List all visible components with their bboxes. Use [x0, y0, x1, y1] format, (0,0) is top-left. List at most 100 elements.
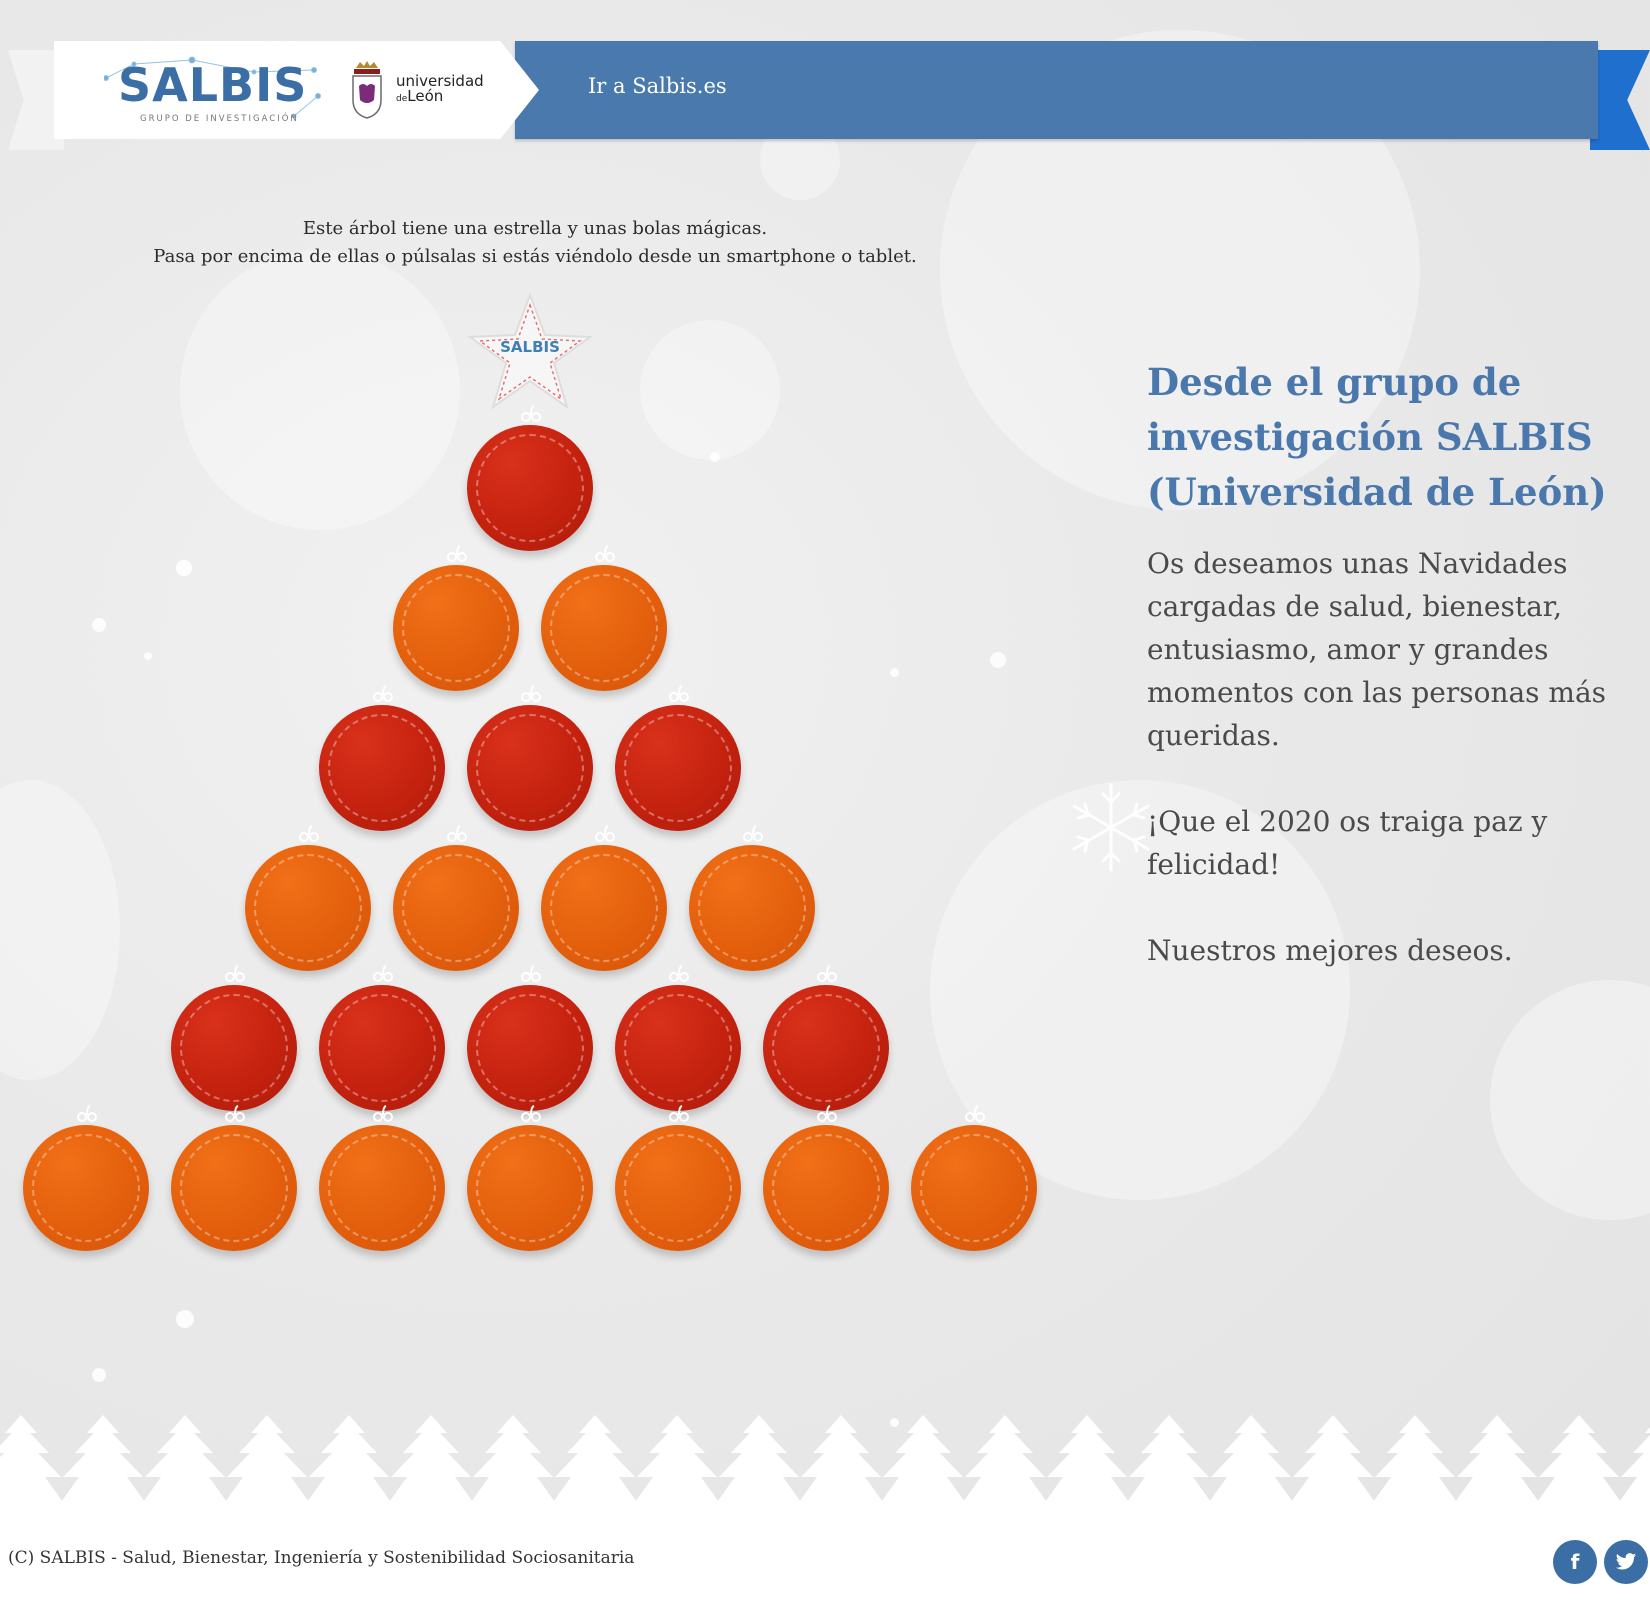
tree-silhouette: [551, 1415, 639, 1505]
ornament-red: [467, 985, 593, 1111]
ornament-hook-icon: [299, 825, 319, 842]
ornament-hook-icon: [373, 685, 393, 702]
ornament-red: [467, 425, 593, 551]
tree-silhouette: [1207, 1415, 1295, 1505]
ornament-orange: [393, 845, 519, 971]
salbis-site-link[interactable]: Ir a Salbis.es: [588, 74, 727, 98]
logo-panel: [54, 41, 539, 139]
ornament-orange: [23, 1125, 149, 1251]
ornament-orange: [393, 565, 519, 691]
ornament-ball[interactable]: [313, 685, 453, 837]
ornament-ball[interactable]: [535, 825, 675, 977]
ornament-ball[interactable]: [387, 825, 527, 977]
snow-dot: [176, 1310, 194, 1328]
salbis-logo[interactable]: SALBIS GRUPO DE INVESTIGACIÓN: [104, 56, 324, 128]
ornament-ball[interactable]: [313, 965, 453, 1117]
ornament-hook-icon: [965, 1105, 985, 1122]
ornament-ball[interactable]: [683, 825, 823, 977]
facebook-icon: f: [1570, 1550, 1580, 1574]
ornament-ball[interactable]: [757, 1105, 897, 1257]
ornament-orange: [911, 1125, 1037, 1251]
tree-star[interactable]: SALBIS: [466, 292, 594, 411]
university-logo[interactable]: universidad deLeón: [350, 58, 490, 124]
ornament-orange: [689, 845, 815, 971]
twitter-icon: [1615, 1553, 1637, 1570]
ornament-hook-icon: [743, 825, 763, 842]
twitter-button[interactable]: [1604, 1540, 1648, 1584]
tree-silhouette: [1371, 1415, 1459, 1505]
ornament-hook-icon: [521, 965, 541, 982]
ornament-ball[interactable]: [461, 685, 601, 837]
tree-silhouette: [879, 1415, 967, 1505]
ornament-hook-icon: [447, 825, 467, 842]
ornament-hook-icon: [225, 1105, 245, 1122]
ornament-orange: [319, 1125, 445, 1251]
ornament-hook-icon: [521, 405, 541, 422]
tree-silhouette: [223, 1415, 311, 1505]
tree-silhouette: [59, 1415, 147, 1505]
ornament-hook-icon: [669, 965, 689, 982]
footer: [0, 1505, 1650, 1618]
ornament-hook-icon: [225, 965, 245, 982]
intro-line-2: Pasa por encima de ellas o púlsalas si e…: [153, 246, 917, 267]
tree-silhouette: [469, 1415, 557, 1505]
university-crest-icon: [352, 61, 382, 119]
ornament-hook-icon: [521, 1105, 541, 1122]
university-line1: universidad: [396, 72, 484, 90]
ornament-ball[interactable]: [461, 1105, 601, 1257]
ornament-ball[interactable]: [387, 545, 527, 697]
ornament-hook-icon: [669, 685, 689, 702]
ornament-hook-icon: [817, 1105, 837, 1122]
tree-silhouette: [633, 1415, 721, 1505]
ornament-ball[interactable]: [609, 1105, 749, 1257]
ornament-ball[interactable]: [609, 685, 749, 837]
star-icon: [467, 292, 593, 410]
tree-silhouette: [1535, 1415, 1623, 1505]
ornament-tree: [17, 405, 1045, 1257]
ornament-ball[interactable]: [757, 965, 897, 1117]
ornament-ball[interactable]: [165, 1105, 305, 1257]
footer-copyright: (C) SALBIS - Salud, Bienestar, Ingenierí…: [8, 1548, 635, 1568]
ornament-ball[interactable]: [461, 405, 601, 557]
ornament-red: [763, 985, 889, 1111]
tree-silhouette: [305, 1415, 393, 1505]
ornament-orange: [615, 1125, 741, 1251]
ornament-ball[interactable]: [535, 545, 675, 697]
university-prefix: de: [396, 94, 408, 104]
ornament-red: [319, 985, 445, 1111]
ornament-hook-icon: [373, 965, 393, 982]
ornament-orange: [763, 1125, 889, 1251]
facebook-button[interactable]: f: [1553, 1540, 1597, 1584]
ornament-orange: [467, 1125, 593, 1251]
greeting-paragraph-2: ¡Que el 2020 os traiga paz y felicidad!: [1147, 805, 1548, 881]
ornament-orange: [171, 1125, 297, 1251]
ornament-red: [467, 705, 593, 831]
university-name: universidad deLeón: [396, 74, 484, 107]
tree-silhouette: [715, 1415, 803, 1505]
background-bokeh: [1490, 980, 1650, 1220]
tree-silhouettes: [0, 1415, 1650, 1505]
greeting-paragraph-3: Nuestros mejores deseos.: [1147, 934, 1513, 967]
tree-silhouette: [1043, 1415, 1131, 1505]
tree-silhouette: [961, 1415, 1049, 1505]
ornament-red: [615, 985, 741, 1111]
tree-silhouette: [1125, 1415, 1213, 1505]
greeting-paragraph-1: Os deseamos unas Navidades cargadas de s…: [1147, 547, 1607, 752]
ornament-hook-icon: [595, 545, 615, 562]
ornament-ball[interactable]: [313, 1105, 453, 1257]
ornament-hook-icon: [521, 685, 541, 702]
ornament-ball[interactable]: [609, 965, 749, 1117]
ornament-ball[interactable]: [239, 825, 379, 977]
ornament-ball[interactable]: [165, 965, 305, 1117]
greeting-heading: Desde el grupo de investigación SALBIS (…: [1147, 360, 1607, 514]
ornament-ball[interactable]: [905, 1105, 1045, 1257]
ornament-ball[interactable]: [17, 1105, 157, 1257]
ornament-ball[interactable]: [461, 965, 601, 1117]
header-ribbon: [515, 41, 1598, 139]
star-label: SALBIS: [500, 338, 560, 356]
ornament-hook-icon: [77, 1105, 97, 1122]
tree-silhouette: [797, 1415, 885, 1505]
network-decoration-icon: [104, 56, 321, 119]
intro-text: Este árbol tiene una estrella y unas bol…: [90, 215, 980, 271]
tree-silhouette: [1617, 1427, 1650, 1505]
